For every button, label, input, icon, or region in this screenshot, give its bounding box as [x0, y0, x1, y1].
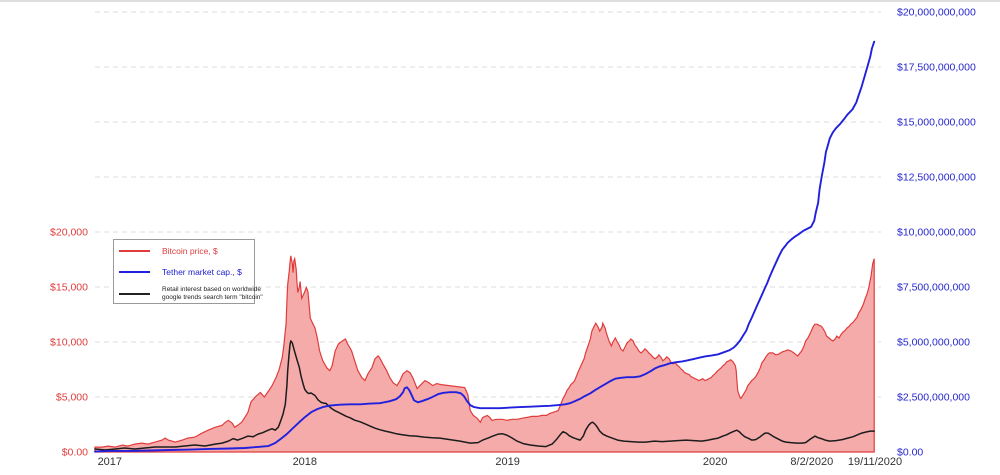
x-axis-tick-label: 8/2/2020 [790, 456, 833, 468]
y-axis-right-tick-label: $7,500,000,000 [897, 282, 970, 294]
y-axis-left-labels: $0.00 $5,000 $10,000 $15,000 $20,000 [50, 227, 88, 459]
legend-interest-label: Retail interest based on worldwide googl… [162, 286, 263, 302]
y-axis-left-tick-label: $20,000 [50, 227, 88, 239]
legend-tether-label: Tether market cap., $ [162, 267, 242, 277]
legend-interest-label-line2: google trends search term "bitcoin" [162, 294, 263, 301]
x-axis-tick-label: 2018 [293, 456, 317, 468]
legend-tether-line-swatch [119, 271, 150, 273]
legend-bitcoin-label: Bitcoin price, $ [162, 246, 218, 256]
y-axis-left-tick-label: $15,000 [50, 282, 88, 294]
x-axis-tick-label: 2020 [703, 456, 727, 468]
y-axis-right-labels: $0.00 $2,500,000,000 $5,000,000,000 $7,500,… [897, 7, 976, 459]
y-axis-right-tick-label: $15,000,000,000 [897, 117, 976, 129]
tether-market-cap-line [94, 40, 876, 453]
y-axis-right-tick-label: $17,500,000,000 [897, 62, 976, 74]
y-axis-left-tick-label: $10,000 [50, 337, 88, 349]
window-top-edge [0, 0, 1000, 2]
chart-legend: Bitcoin price, $ Tether market cap., $ R… [113, 239, 263, 304]
gridlines [95, 11, 881, 398]
y-axis-right-tick-label: $20,000,000,000 [897, 7, 976, 19]
y-axis-right-tick-label: $5,000,000,000 [897, 337, 970, 349]
y-axis-right-tick-label: $10,000,000,000 [897, 227, 976, 239]
y-axis-left-tick-label: $5,000 [56, 392, 88, 404]
bitcoin-price-area [94, 255, 875, 453]
x-axis-tick-label: 2019 [495, 456, 519, 468]
y-axis-right-tick-label: $0.00 [897, 447, 923, 459]
x-axis-tick-label: 2017 [98, 456, 122, 468]
legend-interest-line-swatch [119, 293, 150, 295]
legend-interest-label-line1: Retail interest based on worldwide [162, 286, 261, 293]
y-axis-right-tick-label: $12,500,000,000 [897, 172, 976, 184]
retail-interest-line [94, 340, 875, 451]
legend-bitcoin-line-swatch [119, 250, 150, 252]
y-axis-left-tick-label: $0.00 [62, 447, 88, 459]
x-axis-labels: 2017 2018 2019 2020 8/2/2020 19/11/2020 [98, 456, 903, 468]
chart-series [94, 40, 876, 453]
x-axis-tick-label: 19/11/2020 [848, 456, 902, 468]
y-axis-right-tick-label: $2,500,000,000 [897, 392, 970, 404]
